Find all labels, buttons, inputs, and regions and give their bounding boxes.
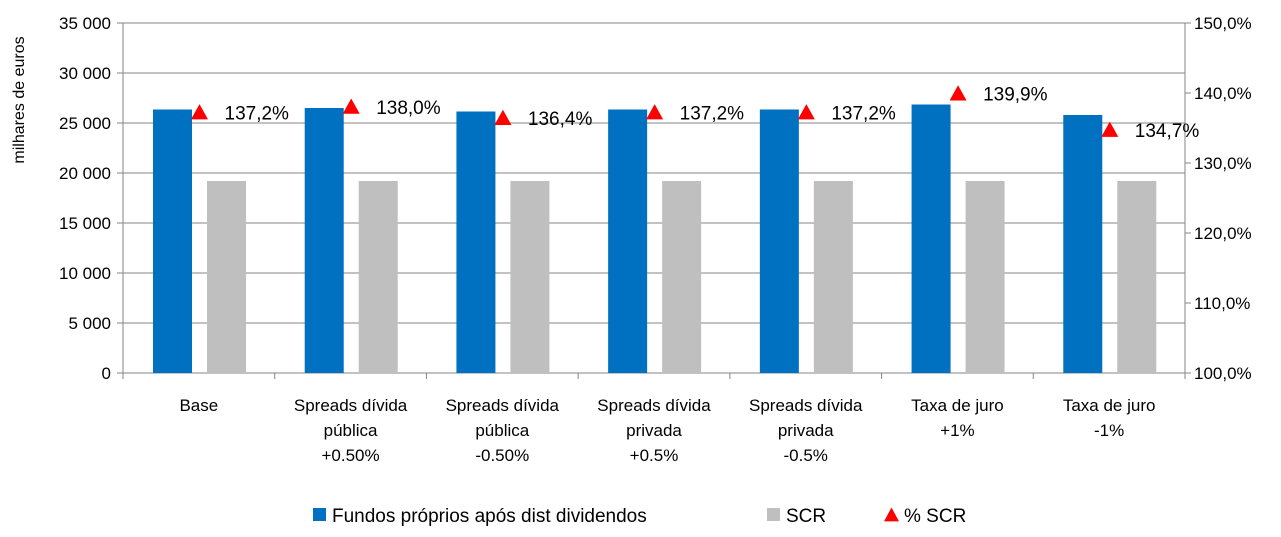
y-tick-label: 35 000: [59, 14, 111, 33]
bar-fundos-proprios: [608, 109, 648, 373]
category-label: privada: [778, 421, 834, 440]
y2-tick-label: 100,0%: [1194, 364, 1252, 383]
bars: [153, 104, 1157, 373]
bar-scr: [510, 181, 550, 373]
category-label: +0.5%: [630, 446, 679, 465]
y2-tick-label: 130,0%: [1194, 154, 1252, 173]
category-label: Spreads dívida: [749, 396, 863, 415]
bar-fundos-proprios: [304, 108, 344, 373]
legend-swatch: [767, 508, 780, 521]
y2-tick-label: 140,0%: [1194, 84, 1252, 103]
y-tick-label: 0: [102, 364, 111, 383]
y2-tick-label: 110,0%: [1194, 294, 1250, 313]
category-label: pública: [475, 421, 529, 440]
data-label-scr-pct: 134,7%: [1135, 121, 1200, 142]
marker-scr-pct: [1101, 121, 1119, 137]
category-label: Spreads dívida: [597, 396, 711, 415]
bar-fundos-proprios: [759, 109, 799, 373]
y2-tick-label: 120,0%: [1194, 224, 1252, 243]
marker-scr-pct: [342, 98, 360, 114]
category-label: Taxa de juro: [911, 396, 1004, 415]
bar-scr: [813, 181, 853, 373]
category-label: +1%: [940, 421, 975, 440]
bar-scr: [358, 181, 398, 373]
marker-scr-pct: [191, 104, 208, 120]
category-label: Base: [179, 396, 218, 415]
category-label: -0.5%: [784, 446, 828, 465]
category-label: -0.50%: [475, 446, 529, 465]
bar-fundos-proprios: [911, 104, 951, 373]
category-label: Taxa de juro: [1063, 396, 1156, 415]
category-labels: Base Spreads dívida pública +0.50% Spreads d…: [179, 396, 1155, 465]
data-label-scr-pct: 139,9%: [983, 85, 1048, 106]
data-label-scr-pct: 136,4%: [528, 109, 593, 130]
legend-label: SCR: [786, 506, 826, 527]
data-label-scr-pct: 137,2%: [680, 104, 745, 125]
category-label: Spreads dívida: [294, 396, 408, 415]
bar-scr: [1117, 181, 1157, 373]
marker-scr-pct: [646, 104, 664, 120]
y-tick-label: 10 000: [59, 264, 111, 283]
category-label: privada: [626, 421, 682, 440]
y-tick-label: 15 000: [59, 214, 111, 233]
marker-scr-pct: [494, 109, 512, 125]
left-axis-ticks: 0 5 000 10 000 15 000 20 000 25 000 30 000 35 0…: [59, 14, 111, 383]
bar-fundos-proprios: [153, 109, 192, 373]
right-axis-ticks: 100,0% 110,0% 120,0% 130,0% 140,0% 150,0%: [1194, 14, 1252, 383]
category-label: pública: [324, 421, 378, 440]
bar-scr: [965, 181, 1005, 373]
markers: [191, 85, 1119, 137]
gridlines: [123, 22, 1185, 324]
legend-label: % SCR: [904, 506, 966, 527]
axes: [117, 22, 1191, 379]
legend-swatch: [884, 507, 899, 522]
legend-label: Fundos próprios após dist dividendos: [332, 506, 647, 527]
legend-swatch: [313, 508, 326, 521]
y-tick-label: 5 000: [68, 314, 111, 333]
y-tick-label: 25 000: [59, 114, 111, 133]
data-label-scr-pct: 138,0%: [376, 98, 441, 119]
legend: Fundos próprios após dist dividendos SCR%…: [313, 506, 966, 527]
category-label: -1%: [1094, 421, 1124, 440]
bar-scr: [662, 181, 702, 373]
data-label-scr-pct: 137,2%: [831, 104, 896, 125]
y-tick-label: 30 000: [59, 64, 111, 83]
y-tick-label: 20 000: [59, 164, 111, 183]
marker-scr-pct: [797, 104, 815, 120]
y2-tick-label: 150,0%: [1194, 14, 1252, 33]
data-label-scr-pct: 137,2%: [225, 104, 290, 125]
bar-scr: [207, 181, 246, 373]
category-label: +0.50%: [322, 446, 380, 465]
bar-fundos-proprios: [456, 111, 496, 373]
marker-scr-pct: [949, 85, 967, 101]
data-labels: 137,2% 138,0% 136,4% 137,2% 137,2% 139,9% 134,…: [225, 85, 1200, 142]
category-label: Spreads dívida: [446, 396, 560, 415]
bar-fundos-proprios: [1063, 115, 1103, 373]
y-axis-title: milhares de euros: [11, 36, 28, 163]
